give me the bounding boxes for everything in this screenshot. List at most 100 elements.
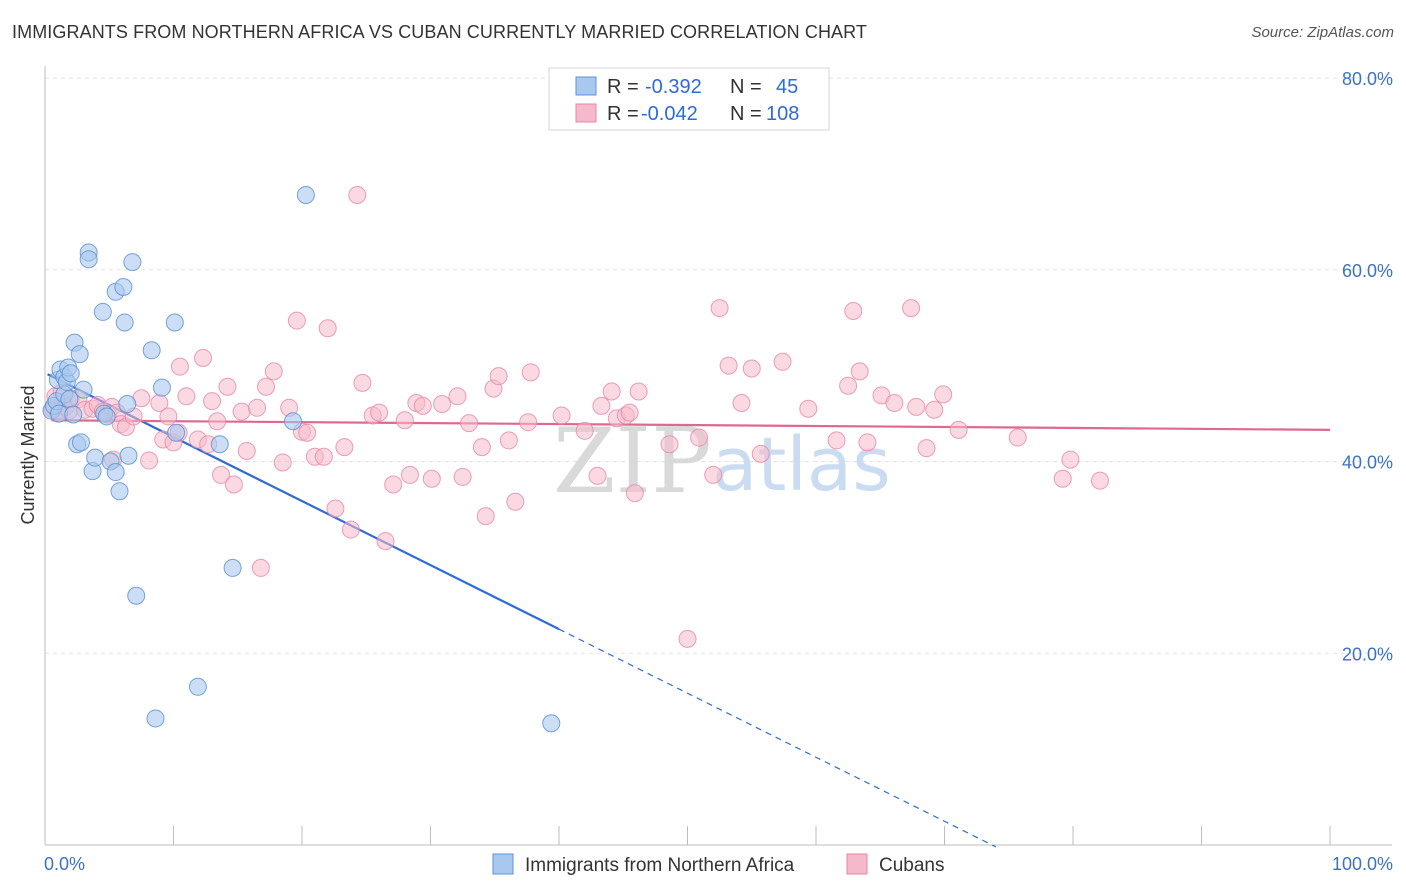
bottom-legend: Immigrants from Northern Africa Cubans [492, 853, 945, 876]
northern-africa-point [61, 364, 80, 383]
cubans-point [232, 402, 251, 421]
cubans-point [1008, 428, 1027, 447]
cubans-point [376, 532, 395, 551]
cubans-point [203, 392, 222, 411]
cubans-point [629, 382, 648, 401]
northern-africa-point [123, 253, 142, 272]
northern-africa-point [223, 558, 242, 577]
cubans-point [287, 311, 306, 330]
source-label: Source: ZipAtlas.com [1251, 24, 1394, 41]
legend-n-label: N = [730, 103, 762, 125]
cubans-point [335, 438, 354, 457]
data-points [42, 185, 1109, 733]
cubans-point [1061, 450, 1080, 469]
cubans-point [212, 465, 231, 484]
northern-africa-point [71, 433, 90, 452]
legend-r-value: -0.392 [645, 76, 702, 98]
cubans-point [395, 411, 414, 430]
legend-r-label: R = [607, 76, 639, 98]
bottom-legend-swatch-pink [846, 853, 868, 875]
cubans-point [422, 469, 441, 488]
cubans-point [719, 356, 738, 375]
bottom-legend-label-pink: Cubans [879, 855, 945, 876]
cubans-point [625, 484, 644, 503]
cubans-point [433, 394, 452, 413]
legend-swatch-pink [575, 103, 597, 123]
northern-africa-point [97, 407, 116, 426]
cubans-point [575, 421, 594, 440]
northern-africa-point [127, 586, 146, 605]
cubans-point [552, 406, 571, 425]
cubans-point [318, 319, 337, 338]
cubans-point [264, 362, 283, 381]
cubans-point [194, 348, 213, 367]
cubans-point [472, 438, 491, 457]
cubans-point [400, 465, 419, 484]
grid [45, 77, 1392, 654]
northern-africa-point [106, 463, 125, 482]
northern-africa-point [146, 709, 165, 728]
cubans-point [218, 377, 237, 396]
northern-africa-point [142, 341, 161, 360]
cubans-point [273, 453, 292, 472]
bottom-legend-swatch-blue [492, 853, 514, 875]
cubans-point [858, 433, 877, 452]
legend-n-value: 45 [776, 76, 798, 98]
y-tick-label: 20.0% [1342, 644, 1393, 664]
cubans-point [592, 396, 611, 415]
cubans-point [453, 467, 472, 486]
cubans-point [257, 377, 276, 396]
cubans-point [925, 400, 944, 419]
northern-africa-point [118, 394, 137, 413]
cubans-point [839, 376, 858, 395]
cubans-point [476, 507, 495, 526]
northern-africa-point [165, 313, 184, 332]
legend: R = -0.392 N = 45 R = -0.042 N = 108 [548, 67, 830, 131]
cubans-point [251, 558, 270, 577]
northern-africa-point [93, 302, 112, 321]
cubans-point [413, 396, 432, 415]
legend-swatch-blue [575, 76, 597, 96]
cubans-point [353, 373, 372, 392]
cubans-point [170, 357, 189, 376]
cubans-point [885, 394, 904, 413]
northern-africa-point [296, 185, 315, 204]
northern-africa-point [86, 448, 105, 467]
northern-africa-point [110, 482, 129, 501]
legend-n-label: N = [730, 76, 762, 98]
y-axis-label: Currently Married [18, 385, 38, 524]
cubans-point [519, 413, 538, 432]
northern-africa-point [74, 380, 93, 399]
cubans-point [844, 301, 863, 320]
cubans-point [660, 435, 679, 454]
cubans-point [506, 492, 525, 511]
cubans-point [602, 382, 621, 401]
cubans-point [751, 444, 770, 463]
cubans-point [489, 367, 508, 386]
northern-africa-point [152, 378, 171, 397]
y-tick-label: 80.0% [1342, 69, 1393, 89]
cubans-point [588, 466, 607, 485]
cubans-point [460, 414, 479, 433]
northern-africa-point [167, 423, 186, 442]
cubans-point [370, 403, 389, 422]
northern-africa-point [70, 345, 89, 364]
northern-africa-point [188, 677, 207, 696]
cubans-point [704, 465, 723, 484]
cubans-point [248, 398, 267, 417]
northern-africa-point [114, 278, 133, 297]
cubans-point [499, 431, 518, 450]
cubans-point [678, 629, 697, 648]
cubans-point [934, 385, 953, 404]
cubans-point [298, 423, 317, 442]
bottom-legend-label-blue: Immigrants from Northern Africa [525, 855, 795, 876]
y-tick-label: 40.0% [1342, 453, 1393, 473]
cubans-point [224, 475, 243, 494]
northern-africa-trend-extension [558, 628, 997, 848]
cubans-point [521, 363, 540, 382]
northern-africa-point [119, 446, 138, 465]
cubans-point [1053, 469, 1072, 488]
cubans-point [949, 420, 968, 439]
cubans-point [773, 352, 792, 371]
